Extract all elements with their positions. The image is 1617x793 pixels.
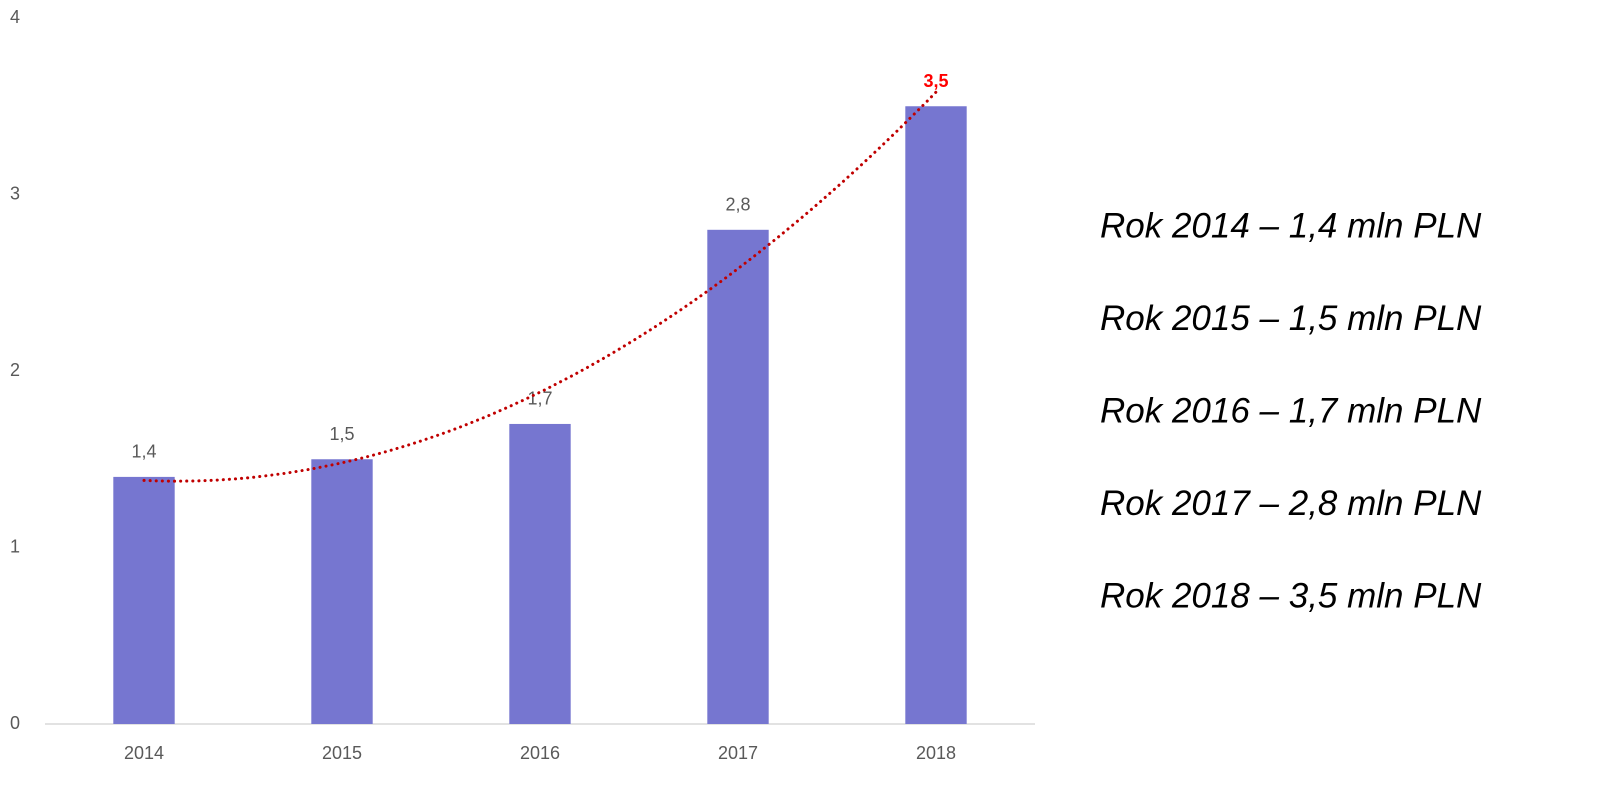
value-label: 2,8 [725, 195, 750, 215]
y-tick-label: 1 [10, 536, 20, 556]
annotation: Rok 2016 – 1,7 mln PLN [1100, 391, 1482, 430]
value-label: 3,5 [923, 71, 948, 91]
x-tick-label: 2014 [124, 743, 164, 763]
value-label: 1,7 [527, 389, 552, 409]
x-tick-label: 2017 [718, 743, 758, 763]
x-tick-label: 2018 [916, 743, 956, 763]
bar [113, 476, 175, 724]
y-tick-label: 0 [10, 713, 20, 733]
trendline [142, 90, 938, 483]
x-tick-label: 2016 [520, 743, 560, 763]
y-tick-label: 4 [10, 7, 20, 27]
annotation: Rok 2018 – 3,5 mln PLN [1100, 576, 1482, 615]
bar [509, 423, 571, 724]
bar [311, 459, 373, 724]
value-label: 1,4 [131, 442, 156, 462]
bar [707, 229, 769, 725]
annotation: Rok 2015 – 1,5 mln PLN [1100, 299, 1482, 338]
annotation: Rok 2017 – 2,8 mln PLN [1100, 484, 1482, 523]
annotation: Rok 2014 – 1,4 mln PLN [1100, 206, 1482, 245]
y-tick-label: 2 [10, 360, 20, 380]
value-label: 1,5 [329, 424, 354, 444]
x-tick-label: 2015 [322, 743, 362, 763]
bar [905, 106, 967, 724]
y-tick-label: 3 [10, 183, 20, 203]
